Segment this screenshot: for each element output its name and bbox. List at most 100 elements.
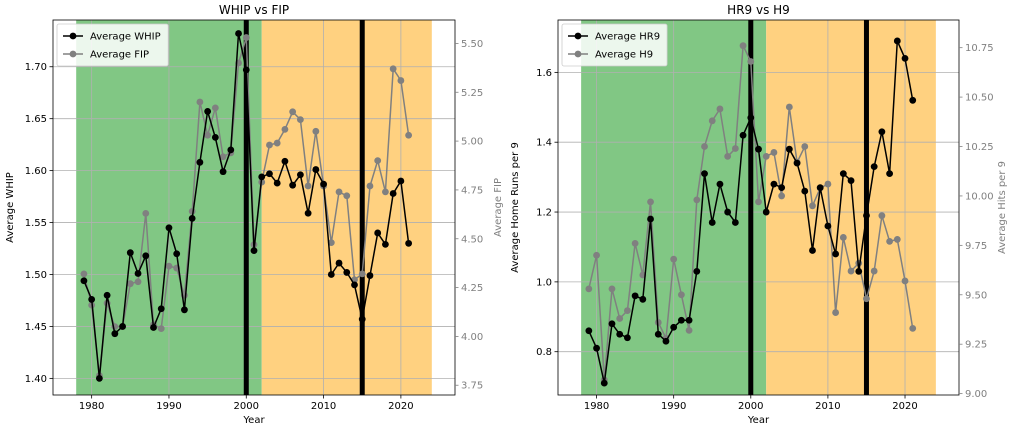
average-whip-point [335,259,343,267]
right-y-tick-label: 10.25 [965,142,994,153]
average-hr9-point [693,267,701,275]
average-whip-point [374,229,382,237]
average-hr9-point [616,330,624,338]
legend-marker-average-h9 [574,50,582,58]
y-tick-label: 1.50 [25,270,47,281]
average-whip-point [111,330,119,338]
average-hr9-point [662,337,670,345]
average-hr9-point [832,250,840,258]
average-fip-point [165,262,173,270]
average-whip-point [289,181,297,189]
average-whip-point [397,177,405,185]
average-whip-point [327,271,335,278]
average-hr9-point [762,208,770,216]
right-y-tick-label: 4.50 [461,234,483,245]
right-y-tick-label: 10.50 [965,93,994,104]
x-tick-label: 2000 [234,401,259,412]
average-whip-point [142,252,150,260]
y-tick-label: 1.6 [536,68,552,79]
average-hr9-point [755,145,762,153]
average-hr9-point [886,170,893,178]
average-whip-point [312,166,320,173]
average-hr9-point [801,187,809,195]
x-tick-label: 2010 [815,401,840,412]
y-tick-label: 1.40 [25,374,47,385]
average-whip-point [157,305,165,313]
x-tick-label: 2020 [388,401,413,412]
average-h9-point [847,267,855,275]
average-h9-point [762,152,770,160]
average-fip-point [273,139,281,147]
average-whip-point [266,170,273,178]
average-fip-point [281,125,289,133]
average-h9-point [886,238,893,245]
average-fip-point [134,278,142,286]
average-h9-point [824,180,832,188]
average-h9-point [832,309,840,316]
average-whip-point [343,269,351,276]
average-h9-point [770,149,778,156]
average-h9-point [693,196,701,204]
right-y-tick-label: 9.00 [965,389,987,400]
average-whip-point [235,30,242,37]
average-fip-point [335,188,343,196]
legend-label-average-hr9: Average HR9 [595,32,660,43]
average-fip-point [358,270,366,278]
average-whip-point [358,315,366,323]
era-region-2 [261,20,432,395]
average-hr9-point [809,247,816,254]
average-fip-point [126,280,134,288]
x-tick-label: 1980 [79,401,104,412]
average-hr9-point [600,379,608,387]
legend: Average HR9 Average H9 [561,23,668,67]
average-h9-point [593,251,600,259]
average-whip-point [150,324,157,331]
average-fip-point [389,65,397,73]
average-hr9-point [647,215,654,223]
average-hr9-point [747,114,755,122]
legend: Average WHIP Average FIP [56,23,169,67]
average-whip-point [95,374,103,382]
average-fip-point [289,108,297,116]
chart-title: HR9 vs H9 [727,3,790,17]
legend-box [56,23,169,67]
plot-frame [52,19,456,396]
average-fip-point [327,239,335,247]
legend-label-average-whip: Average WHIP [90,32,161,43]
average-hr9-point [724,208,732,216]
average-whip-point [382,240,389,248]
average-whip-point [188,215,196,222]
average-whip-point [242,66,250,74]
average-whip-point [296,171,304,179]
average-whip-point [119,323,126,330]
average-hr9-point [731,219,739,226]
average-hr9-point [909,96,917,104]
average-h9-point [878,212,886,220]
average-hr9-point [685,316,693,324]
average-fip-point [157,325,165,332]
average-hr9-point [793,159,801,167]
y-tick-label: 1.0 [536,277,552,288]
average-fip-point [296,116,304,124]
average-whip-point [173,250,181,258]
average-whip-point [196,158,204,166]
average-whip-point [165,224,173,232]
right-y-axis-label: Average FIP [493,178,504,237]
average-whip-point [211,133,219,141]
average-whip-point [389,190,397,197]
right-y-axis-label: Average Hits per 9 [997,161,1008,254]
y-tick-label: 1.55 [25,218,47,229]
y-tick-label: 1.2 [536,208,552,219]
average-h9-point [893,236,901,243]
legend-marker-average-fip [69,50,77,58]
average-whip-point [103,291,111,299]
right-y-tick-label: 10.75 [965,43,994,54]
average-hr9-point [608,320,616,328]
average-fip-point [304,182,312,190]
x-tick-label: 2010 [311,401,336,412]
y-tick-label: 1.65 [25,114,47,125]
x-tick-label: 1990 [661,401,686,412]
chart-panel-1: 1980 1990 2000 2010 2020 1.40 1.45 1.50 1.55 1.60… [5,3,504,426]
average-fip-point [204,131,212,139]
legend-label-average-h9: Average H9 [595,50,653,61]
